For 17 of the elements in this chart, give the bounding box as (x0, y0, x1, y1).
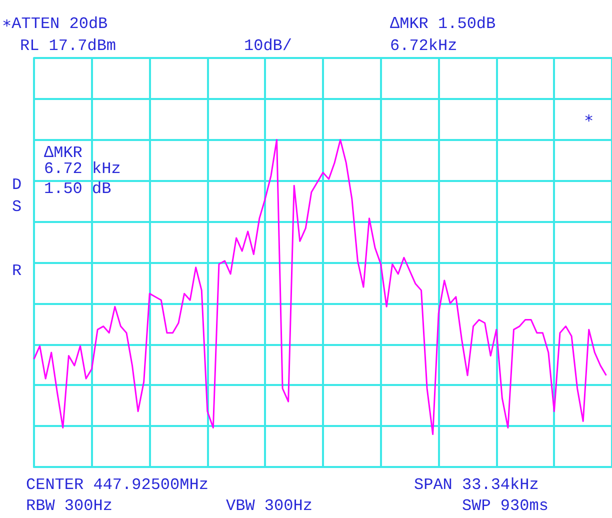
text: 10dB/ (244, 37, 292, 55)
text: CENTER 447.92500MHz (26, 476, 208, 494)
text: SWP 930ms (462, 497, 548, 515)
annotation: 6.72 kHz (44, 160, 121, 178)
annotation: ∆MKR (44, 144, 82, 162)
annotation: 1.50 dB (44, 180, 112, 198)
text: ∗ (584, 110, 594, 128)
text: RBW 300Hz (26, 497, 112, 515)
text: VBW 300Hz (226, 497, 312, 515)
text: RL 17.7dBm (20, 37, 116, 55)
text: 6.72kHz (390, 37, 458, 55)
text: R (12, 262, 22, 280)
text: ∗ATTEN 20dB (2, 15, 108, 33)
text: S (12, 198, 22, 216)
text: SPAN 33.34kHz (414, 476, 539, 494)
text: D (12, 176, 22, 194)
text: ∆MKR 1.50dB (390, 15, 496, 33)
